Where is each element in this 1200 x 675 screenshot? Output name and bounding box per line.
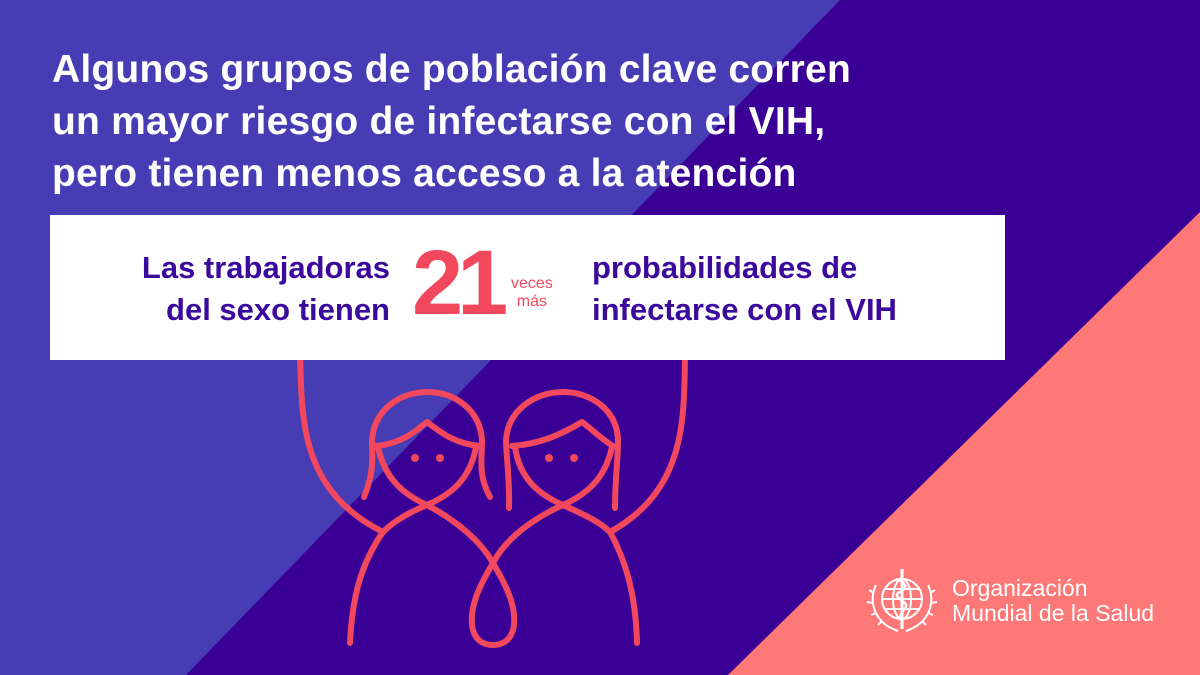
- right-woman-face-right: [490, 444, 615, 566]
- left-woman-hair: [361, 389, 493, 500]
- stat-line: Las trabajadoras: [141, 250, 390, 285]
- who-logo: Organización Mundial de la Salud: [862, 565, 1154, 637]
- ribbon-loop: [468, 560, 518, 648]
- background-salmon-triangle: [728, 212, 1200, 675]
- left-arm: [297, 352, 386, 646]
- logo-line: Organización: [952, 575, 1088, 601]
- right-woman-hair: [503, 389, 621, 511]
- stat-line: veces: [511, 275, 553, 292]
- left-woman-bangs: [373, 419, 483, 449]
- headline: Algunos grupos de población clave corren…: [52, 44, 851, 200]
- right-arm: [607, 352, 688, 646]
- eye: [570, 454, 578, 462]
- stat-left-text: Las trabajadoras del sexo tienen: [142, 247, 390, 331]
- stat-line: del sexo tienen: [166, 292, 390, 327]
- who-emblem-icon: [866, 569, 938, 632]
- eye: [436, 454, 444, 462]
- left-woman-face-left: [375, 444, 496, 566]
- headline-line: pero tienen menos acceso a la atención: [52, 152, 797, 195]
- headline-line: un mayor riesgo de infectarse con el VIH…: [52, 100, 826, 143]
- stat-line: más: [516, 293, 548, 310]
- eye: [411, 454, 419, 462]
- right-woman-bangs: [509, 419, 616, 449]
- right-woman-face-left: [512, 444, 613, 535]
- headline-line: Algunos grupos de población clave corren: [52, 48, 851, 91]
- statistic-sign: Las trabajadoras del sexo tienen 21 vece…: [50, 215, 1005, 360]
- stat-line: infectarse con el VIH: [592, 292, 897, 327]
- stat-multiplier: veces más: [511, 275, 553, 311]
- left-woman-face-right: [380, 444, 479, 535]
- stat-number: 21: [412, 232, 508, 334]
- eye: [545, 454, 553, 462]
- stat-right-text: probabilidades de infectarse con el VIH: [592, 247, 897, 331]
- logo-line: Mundial de la Salud: [952, 600, 1155, 626]
- stat-line: probabilidades de: [592, 250, 858, 285]
- who-logo-text: Organización Mundial de la Salud: [952, 576, 1154, 626]
